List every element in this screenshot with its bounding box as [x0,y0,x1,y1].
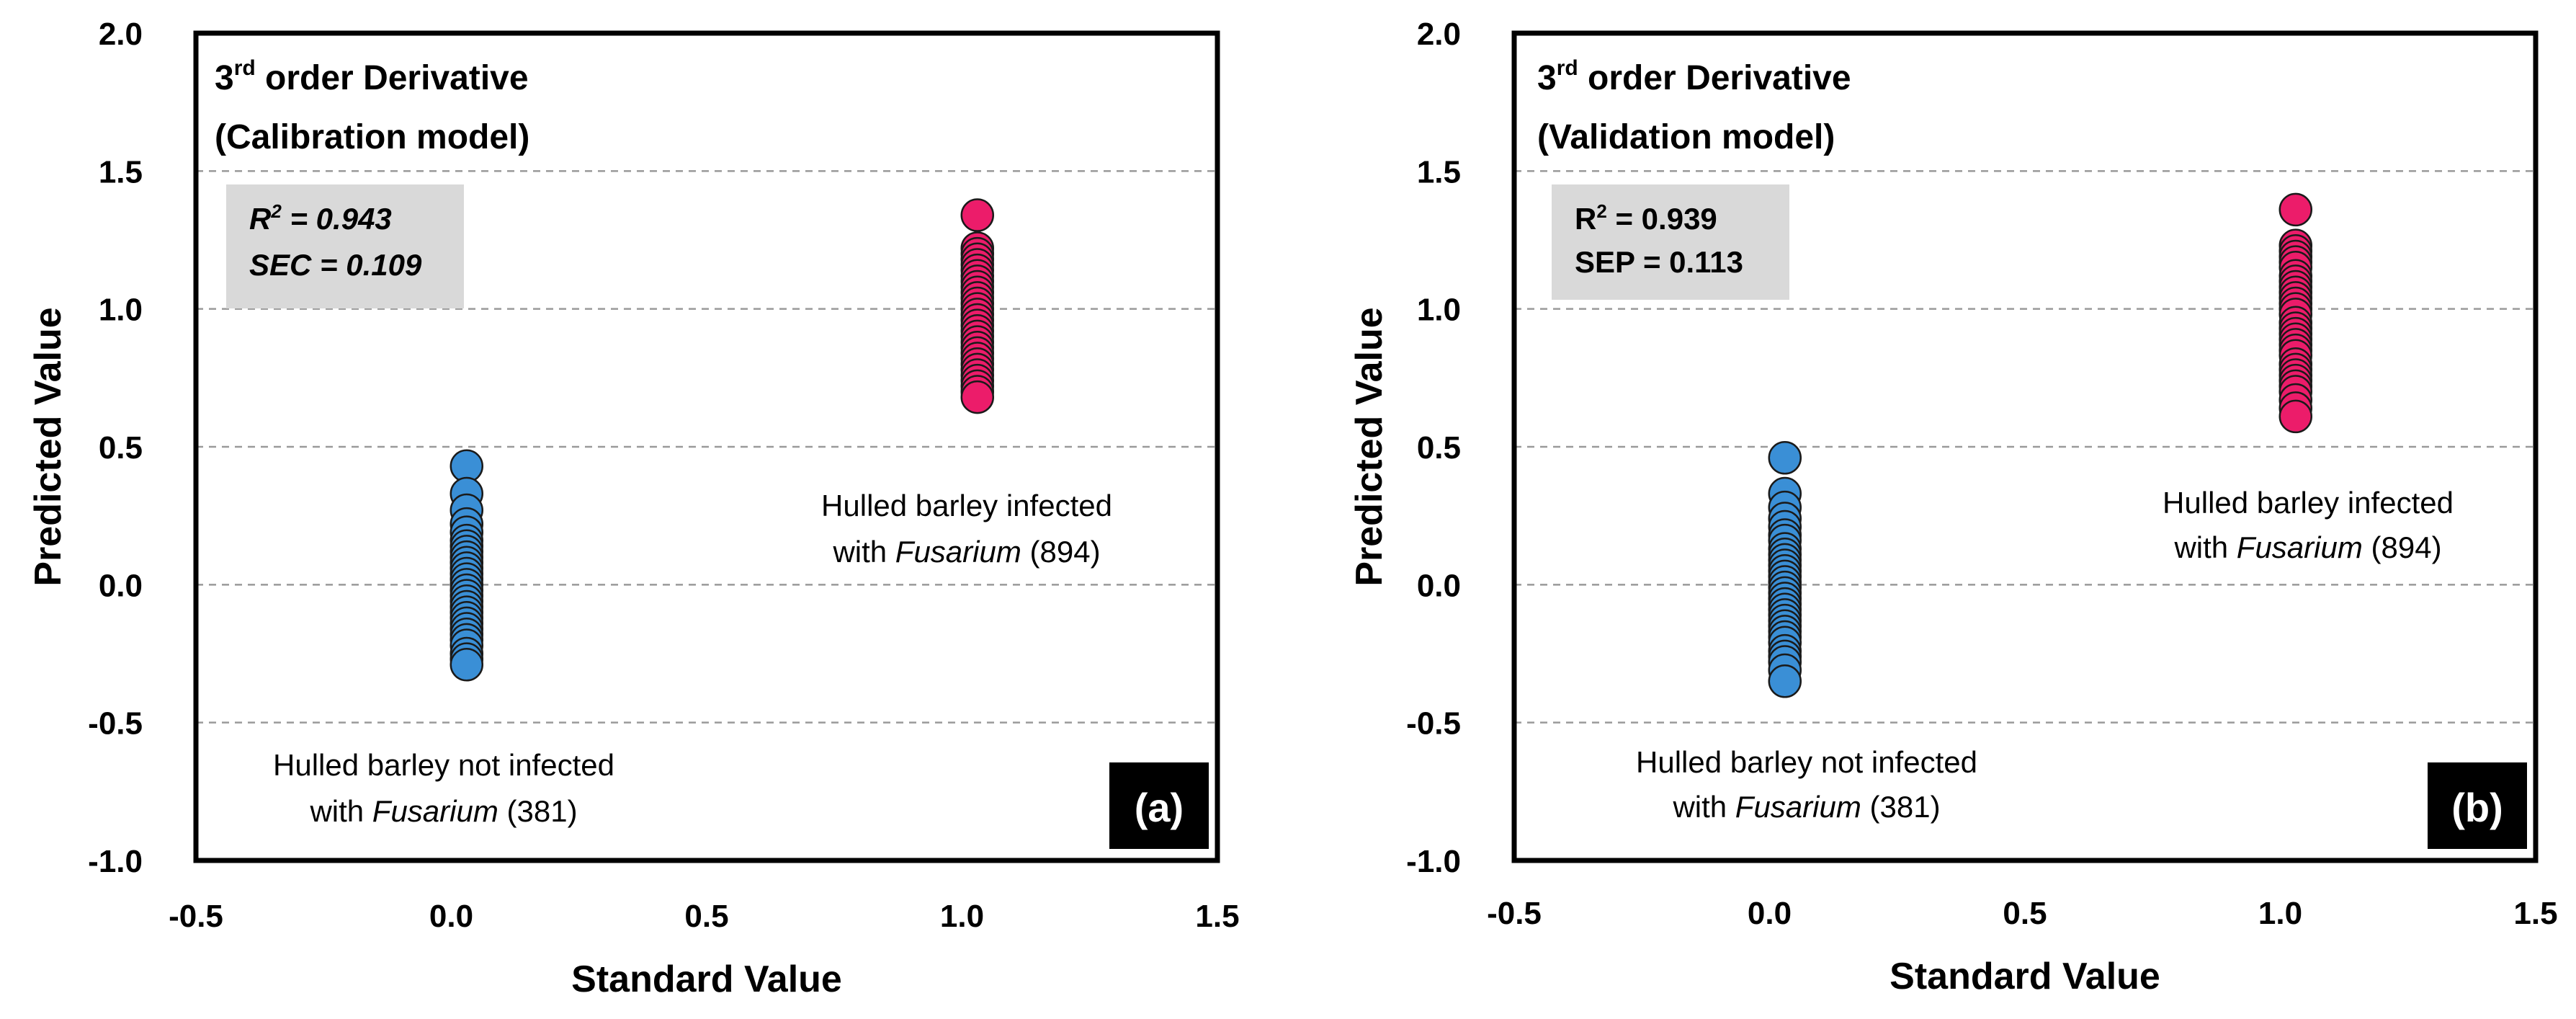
y-axis-label-a: Predicted Value [27,307,69,586]
y-tick-label-b-4: 1.0 [1417,293,1461,328]
y-tick-label-a-4: 1.0 [99,293,143,328]
stats-r2-b: R2 = 0.939 [1575,200,1717,236]
x-tick-label-a-4: 1.5 [1195,899,1239,934]
y-tick-label-b-5: 1.5 [1417,154,1461,190]
point-infected-a-28 [960,380,995,414]
chart-title-a: 3rd order Derivative [215,56,529,97]
stats-box-a [226,184,464,308]
series-label-infected-b: Hulled barley infected [2163,486,2454,520]
y-tick-label-a-6: 2.0 [99,17,143,52]
panel-label-a: (a) [1135,785,1184,830]
y-tick-label-a-3: 0.5 [99,430,143,466]
y-tick-label-b-6: 2.0 [1417,17,1461,52]
y-tick-label-a-0: -1.0 [88,844,143,879]
x-tick-labels-a: -0.5 0.0 0.5 1.0 1.5 [169,899,1240,934]
panel-a: R2 = 0.943 SEC = 0.109 3rd order Derivat… [27,17,1240,1000]
y-tick-labels-b: -1.0 -0.5 0.0 0.5 1.0 1.5 2.0 [1406,17,1461,879]
panel-label-b: (b) [2451,785,2503,830]
x-tick-label-a-2: 0.5 [684,899,728,934]
y-tick-label-a-2: 0.0 [99,568,143,603]
x-tick-label-b-4: 1.5 [2513,896,2557,931]
y-tick-label-a-5: 1.5 [99,154,143,190]
y-tick-label-a-1: -0.5 [88,706,143,742]
plot-frame-b [1511,30,2539,863]
point-not-infected-b-0 [1768,441,1802,475]
points-a [450,198,995,682]
x-axis-label-a: Standard Value [571,958,842,1000]
panel-label-box-b [2428,762,2527,849]
point-infected-b-29 [2278,399,2313,434]
series-label-infected-a: Hulled barley infected [821,489,1112,522]
stats-error-a: SEC = 0.109 [249,248,422,282]
y-tick-label-b-3: 0.5 [1417,430,1461,466]
x-tick-labels-b: -0.5 0.0 0.5 1.0 1.5 [1487,896,2558,931]
x-tick-label-b-1: 0.0 [1748,896,1792,931]
chart-subtitle-b: (Validation model) [1537,118,1835,156]
stats-r2-a: R2 = 0.943 [249,200,392,236]
series-label-not-infected-b: Hulled barley not infected [1636,745,1977,779]
x-tick-label-a-3: 1.0 [940,899,984,934]
plot-frame-a [193,30,1220,863]
panel-b: R2 = 0.939 SEP = 0.113 3rd order Derivat… [1349,17,2558,997]
point-not-infected-b-29 [1768,664,1802,698]
chart-subtitle-a: (Calibration model) [215,118,529,156]
series-label-infected-line2-a: with Fusarium (894) [832,535,1100,569]
point-infected-a-0 [960,198,995,232]
x-tick-label-a-1: 0.0 [429,899,473,934]
panel-label-box-a [1109,762,1209,849]
stats-error-b: SEP = 0.113 [1575,245,1743,279]
points-b [1768,192,2313,698]
x-axis-label-b: Standard Value [1889,956,2160,997]
series-label-infected-line2-b: with Fusarium (894) [2173,530,2441,564]
x-tick-label-a-0: -0.5 [169,899,223,934]
point-infected-b-0 [2278,192,2313,227]
y-tick-labels-a: -1.0 -0.5 0.0 0.5 1.0 1.5 2.0 [88,17,143,879]
point-not-infected-a-27 [450,648,484,682]
x-tick-label-b-3: 1.0 [2258,896,2302,931]
grid-lines-a [196,170,1217,724]
chart-title-b: 3rd order Derivative [1537,56,1851,97]
y-axis-label-b: Predicted Value [1349,307,1390,586]
series-label-not-infected-line2-a: with Fusarium (381) [309,794,577,828]
x-tick-label-b-2: 0.5 [2003,896,2047,931]
series-label-not-infected-line2-b: with Fusarium (381) [1672,790,1940,824]
grid-lines-b [1514,170,2536,724]
y-tick-label-b-2: 0.0 [1417,568,1461,603]
x-tick-label-b-0: -0.5 [1487,896,1542,931]
y-tick-label-b-1: -0.5 [1406,706,1461,742]
series-label-not-infected-a: Hulled barley not infected [273,748,614,782]
y-tick-label-b-0: -1.0 [1406,844,1461,879]
stats-box-b [1552,184,1789,300]
